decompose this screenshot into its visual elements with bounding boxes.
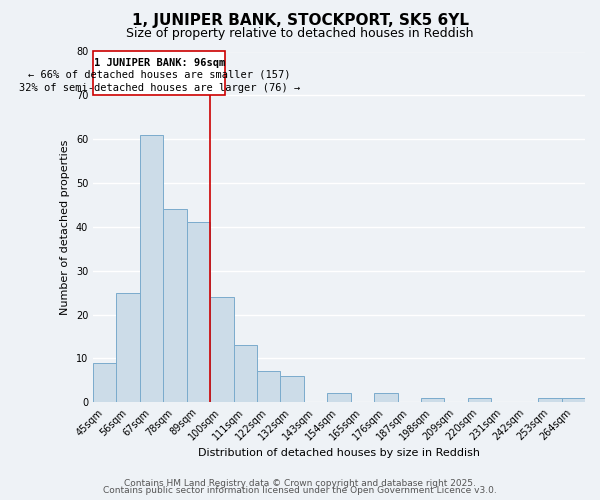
Bar xyxy=(116,292,140,402)
Text: Contains public sector information licensed under the Open Government Licence v3: Contains public sector information licen… xyxy=(103,486,497,495)
Bar xyxy=(257,372,280,402)
Bar xyxy=(187,222,210,402)
X-axis label: Distribution of detached houses by size in Reddish: Distribution of detached houses by size … xyxy=(198,448,480,458)
Text: Size of property relative to detached houses in Reddish: Size of property relative to detached ho… xyxy=(126,28,474,40)
Bar xyxy=(468,398,491,402)
Bar xyxy=(374,394,398,402)
Text: 1, JUNIPER BANK, STOCKPORT, SK5 6YL: 1, JUNIPER BANK, STOCKPORT, SK5 6YL xyxy=(131,12,469,28)
Bar xyxy=(93,362,116,402)
Bar xyxy=(280,376,304,402)
Y-axis label: Number of detached properties: Number of detached properties xyxy=(60,139,70,314)
Bar xyxy=(562,398,585,402)
Bar xyxy=(233,345,257,402)
Bar xyxy=(210,297,233,402)
Bar xyxy=(163,210,187,402)
Text: 1 JUNIPER BANK: 96sqm: 1 JUNIPER BANK: 96sqm xyxy=(94,58,225,68)
Bar xyxy=(140,135,163,402)
Bar xyxy=(421,398,445,402)
FancyBboxPatch shape xyxy=(93,52,226,96)
Text: Contains HM Land Registry data © Crown copyright and database right 2025.: Contains HM Land Registry data © Crown c… xyxy=(124,478,476,488)
Text: ← 66% of detached houses are smaller (157): ← 66% of detached houses are smaller (15… xyxy=(28,70,290,80)
Bar xyxy=(328,394,351,402)
Text: 32% of semi-detached houses are larger (76) →: 32% of semi-detached houses are larger (… xyxy=(19,83,300,93)
Bar xyxy=(538,398,562,402)
